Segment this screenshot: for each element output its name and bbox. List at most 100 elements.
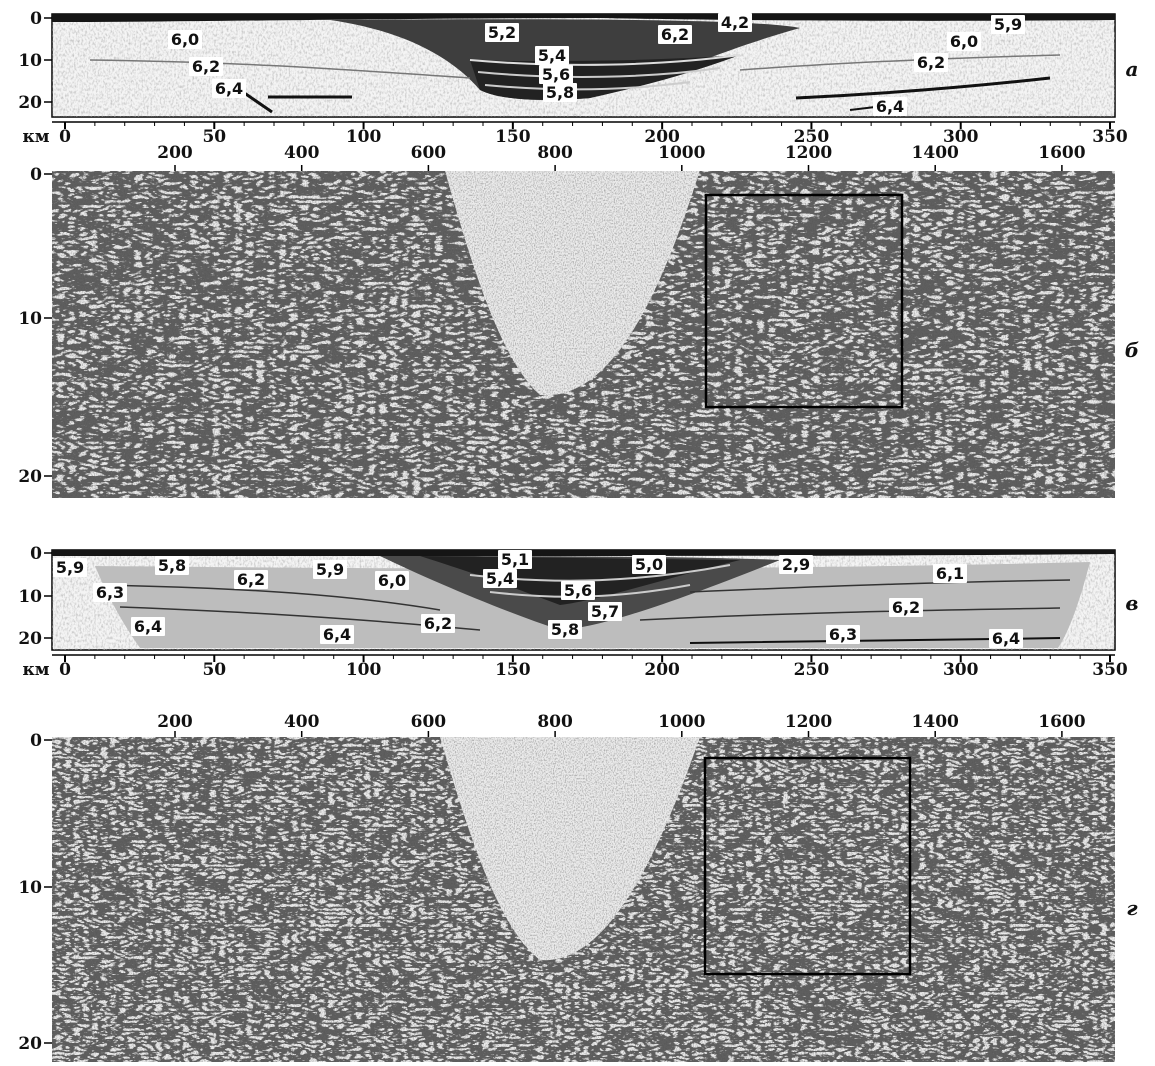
panel-a-velocity-model: 6,0 6,2 6,4 5,2 5,45,65,8 6,2 4,2 5,9 6,0 6,2 6,4 [51,13,1116,118]
panel-v-km-tick: 0 [59,660,71,680]
panel-a-velocity-label-box [535,46,569,65]
panel-a-km-tick: 0 [59,127,71,147]
panel-g-trace-tick: 400 [284,712,320,732]
panel-g-trace-tick: 800 [537,712,573,732]
panel-b-depth-tick: 0 [30,165,42,185]
panel-v-velocity-label-box [561,581,595,600]
panel-v-velocity-label: 6,3 [96,583,124,602]
panel-a-velocity-label: 6,4 [876,97,904,116]
panel-v-velocity-label-box [779,555,813,574]
panel-v-velocity-label: 5,8 [158,556,186,575]
panel-a-km-tick: 300 [943,127,979,147]
panel-b-trace-tick: 800 [537,143,573,163]
panel-b-trace-tick: 1000 [658,143,705,163]
panel-a-km-tick: 250 [794,127,830,147]
panel-v-depth-tick: 10 [18,587,42,607]
panel-g-depth-tick: 20 [18,1034,42,1054]
panel-v-km-tick: 150 [495,660,531,680]
panel-g-trace-tick: 200 [157,712,193,732]
panel-v-velocity-label-box [588,602,622,621]
panel-a-letter: а [1126,57,1139,81]
panel-a-km-tick: 200 [644,127,680,147]
panel-v-velocity-label: 5,9 [56,558,84,577]
panel-v-km-tick: 300 [943,660,979,680]
panel-a-velocity-label: 6,2 [192,57,220,76]
panel-b-trace-tick: 1400 [912,143,959,163]
panel-a-depth-tick: 10 [18,51,42,71]
panel-v-velocity-label: 5,9 [316,560,344,579]
panel-v-velocity-label-box [155,556,189,575]
panel-v-velocity-label: 6,4 [323,625,351,644]
panel-v-velocity-label-box [53,558,87,577]
panel-v-velocity-label: 6,4 [134,617,162,636]
panel-a-velocity-label-box [873,97,907,116]
panel-a-velocity-label-box [914,53,948,72]
panel-v-depth-tick: 20 [18,629,42,649]
panel-a-velocity-label: 6,0 [171,30,199,49]
panel-b-trace-tick: 400 [284,143,320,163]
panel-v-velocity-label-box [234,570,268,589]
panel-a-velocity-label: 5,2 [488,23,516,42]
panel-v-km-tick: 100 [346,660,382,680]
panel-v-velocity-label-box [320,625,354,644]
panel-a-km-tick: 50 [202,127,226,147]
panel-g-highlight-box [703,756,912,976]
panel-v-letter: в [1125,591,1138,615]
panel-g-trace-tick: 1600 [1038,712,1085,732]
panel-v-depth-tick: 0 [30,544,42,564]
panel-b-trace-tick: 600 [411,143,447,163]
panel-b-depth-tick: 10 [18,309,42,329]
panel-a-velocity-label-box [539,65,573,84]
panel-a-km-tick: 100 [346,127,382,147]
panel-a-velocity-label: 5,8 [546,83,574,102]
panel-g-depth-tick: 0 [30,731,42,751]
panel-v-velocity-label: 5,7 [591,602,619,621]
panel-a-velocity-label-box [991,15,1025,34]
panel-v-velocity-label: 6,2 [237,570,265,589]
panel-a-km-tick: 350 [1092,127,1128,147]
panel-b-highlight-box [704,193,904,409]
panel-g-trace-tick: 1000 [658,712,705,732]
panel-g-trace-tick: 1200 [785,712,832,732]
panel-v-velocity-label: 6,2 [424,614,452,633]
panel-v-km-tick: 350 [1092,660,1128,680]
panel-a-velocity-label-box [189,57,223,76]
panel-a-depth-tick: 20 [18,93,42,113]
panel-a-velocity-label-box [947,32,981,51]
panel-a-km-tick: 150 [495,127,531,147]
panel-a-velocity-label: 6,4 [215,79,243,98]
panel-v-velocity-label-box [131,617,165,636]
panel-v-velocity-label-box [421,614,455,633]
panel-b-depth-tick: 20 [18,467,42,487]
panel-a-velocity-label: 6,2 [917,53,945,72]
panel-a-velocity-label-box [212,79,246,98]
km-unit-label: км [22,127,49,147]
panel-a-velocity-label: 5,4 [538,46,566,65]
panel-a-velocity-label: 6,0 [950,32,978,51]
panel-v-velocity-label: 5,4 [486,569,514,588]
panel-a-velocity-label: 4,2 [721,13,749,32]
panel-g-trace-tick: 1400 [912,712,959,732]
panel-a-velocity-label-box [658,25,692,44]
panel-v-velocity-label-box [989,629,1023,648]
panel-a-velocity-label: 5,9 [994,15,1022,34]
panel-v-velocity-label: 5,0 [635,555,663,574]
panel-a-depth-tick: 0 [30,9,42,29]
panel-v-velocity-label-box [826,625,860,644]
panel-v-velocity-label-box [933,564,967,583]
panel-v-velocity-label-box [93,583,127,602]
panel-v-velocity-model: 5,9 5,8 6,2 5,9 6,0 5,15,4 5,0 5,6 2,9 6,1 6,3 6,4 6… [51,549,1116,651]
panel-b-trace-tick: 200 [157,143,193,163]
panel-v-velocity-label-box [889,598,923,617]
panel-a-velocity-label-box [485,23,519,42]
panel-a-velocity-label: 6,2 [661,25,689,44]
panel-v-velocity-label-box [548,620,582,639]
panel-v-velocity-label-box [483,569,517,588]
panel-v-km-tick: 50 [202,660,226,680]
panel-b-seismic-section [52,171,1115,498]
panel-v-velocity-label: 5,8 [551,620,579,639]
panel-a-velocity-label-box [168,30,202,49]
panel-b-letter: б [1125,338,1139,362]
panel-a-velocity-label-box [543,83,577,102]
